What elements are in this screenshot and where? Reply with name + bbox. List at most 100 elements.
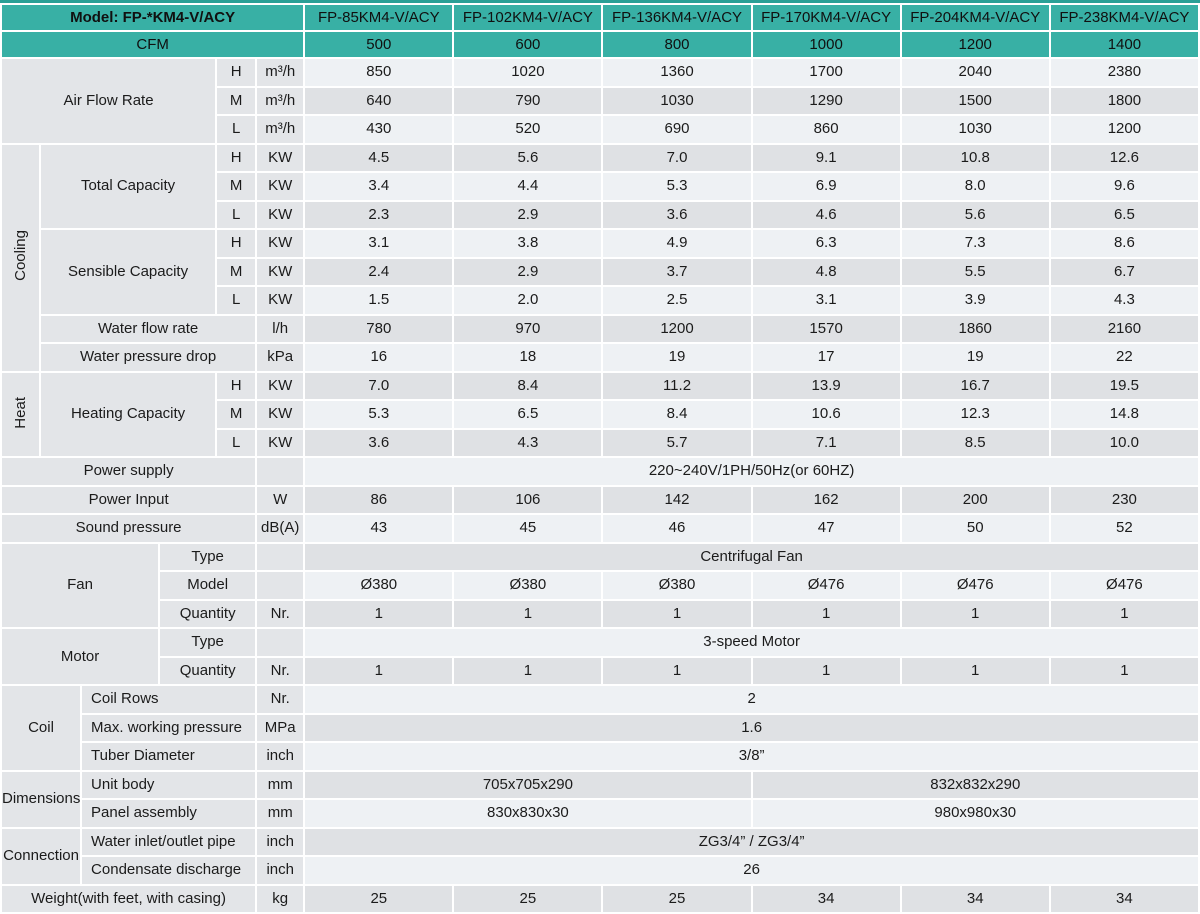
- value-cell: 34: [1050, 885, 1198, 912]
- unit-label-empty: [257, 543, 304, 570]
- value-cell: 790: [454, 87, 602, 114]
- value-cell: 2.4: [305, 258, 453, 285]
- value-cell: 3.7: [603, 258, 751, 285]
- value-cell: 10.0: [1050, 429, 1198, 456]
- row-label: Water pressure drop: [41, 344, 256, 371]
- value-cell: 5.6: [454, 144, 602, 171]
- value-cell: 5.3: [305, 401, 453, 428]
- table-row: Fan Type Centrifugal Fan: [2, 543, 1198, 627]
- cfm-value: 1400: [1050, 32, 1198, 57]
- value-cell: 6.7: [1050, 258, 1198, 285]
- value-cell: 19.5: [1050, 372, 1198, 399]
- row-label: KW: [257, 258, 304, 285]
- row-label: Power supply: [2, 458, 256, 485]
- value-cell: 47: [752, 515, 900, 542]
- value-cell: 2380: [1050, 59, 1198, 86]
- row-label: Connection: [2, 828, 81, 884]
- table-row: L KW 3.6 4.3 5.7 7.1 8.5 10.0: [2, 429, 1198, 456]
- section-label-cell: Cooling: [2, 144, 40, 371]
- value-cell: 1360: [603, 59, 751, 86]
- value-cell: 830x830x30: [305, 800, 751, 827]
- row-label: L: [217, 287, 256, 314]
- value-cell: 1800: [1050, 87, 1198, 114]
- value-cell: 3/8”: [305, 743, 1198, 770]
- table-row: Power Input W 86 106 142 162 200 230: [2, 486, 1198, 513]
- row-sub-label: Coil Rows: [82, 686, 256, 713]
- row-label: inch: [257, 743, 304, 770]
- value-cell: 690: [603, 116, 751, 143]
- value-cell: 520: [454, 116, 602, 143]
- value-cell: 86: [305, 486, 453, 513]
- unit-label-empty: [257, 629, 304, 656]
- value-cell: 9.6: [1050, 173, 1198, 200]
- value-cell: 52: [1050, 515, 1198, 542]
- row-label: Quantity: [160, 600, 256, 627]
- value-cell: 6.9: [752, 173, 900, 200]
- cfm-label: CFM: [2, 32, 304, 57]
- value-cell: 106: [454, 486, 602, 513]
- value-cell: 780: [305, 315, 453, 342]
- row-label: Air Flow Rate: [2, 59, 216, 143]
- row-label: H: [217, 372, 256, 399]
- row-label: Fan: [2, 543, 159, 627]
- row-label: Water flow rate: [41, 315, 256, 342]
- value-cell: 7.0: [305, 372, 453, 399]
- value-cell: 980x980x30: [752, 800, 1198, 827]
- value-cell: 19: [901, 344, 1049, 371]
- cfm-value: 600: [454, 32, 602, 57]
- row-label: M: [217, 173, 256, 200]
- value-cell: 1860: [901, 315, 1049, 342]
- value-cell: 1: [305, 657, 453, 684]
- row-sub-label: Unit body: [82, 771, 256, 798]
- row-label: Weight(with feet, with casing): [2, 885, 256, 912]
- row-label: Sound pressure: [2, 515, 256, 542]
- row-label: kg: [257, 885, 304, 912]
- value-cell: 16.7: [901, 372, 1049, 399]
- row-label: inch: [257, 857, 304, 884]
- value-cell: 1: [752, 600, 900, 627]
- column-header: FP-204KM4-V/ACY: [901, 5, 1049, 30]
- row-label: Power Input: [2, 486, 256, 513]
- value-cell: 19: [603, 344, 751, 371]
- value-cell: 10.6: [752, 401, 900, 428]
- table-row: Condensate discharge inch 26: [2, 857, 1198, 884]
- row-label: L: [217, 201, 256, 228]
- row-label: Nr.: [257, 686, 304, 713]
- value-cell: 1290: [752, 87, 900, 114]
- row-label: H: [217, 230, 256, 257]
- table-row: Motor Type 3-speed Motor: [2, 629, 1198, 684]
- value-cell: 34: [752, 885, 900, 912]
- row-label: Nr.: [257, 657, 304, 684]
- value-cell: 4.6: [752, 201, 900, 228]
- row-label: KW: [257, 230, 304, 257]
- model-header: Model: FP-*KM4-V/ACY: [2, 5, 304, 30]
- value-cell: 5.7: [603, 429, 751, 456]
- row-label: inch: [257, 828, 304, 855]
- value-cell: 2040: [901, 59, 1049, 86]
- row-label: M: [217, 87, 256, 114]
- value-cell: 1030: [901, 116, 1049, 143]
- value-cell: 970: [454, 315, 602, 342]
- value-cell: 8.4: [603, 401, 751, 428]
- row-label: M: [217, 258, 256, 285]
- value-cell: 1: [603, 600, 751, 627]
- value-cell: 2.0: [454, 287, 602, 314]
- row-label: Nr.: [257, 600, 304, 627]
- value-cell: 13.9: [752, 372, 900, 399]
- value-cell: 14.8: [1050, 401, 1198, 428]
- table-row: Weight(with feet, with casing) kg 25 25 25 34…: [2, 885, 1198, 912]
- row-label: Coil: [2, 686, 81, 770]
- row-label: M: [217, 401, 256, 428]
- row-sub-label: Panel assembly: [82, 800, 256, 827]
- value-cell: 3.4: [305, 173, 453, 200]
- value-cell: 6.5: [454, 401, 602, 428]
- value-cell: 22: [1050, 344, 1198, 371]
- row-label: MPa: [257, 714, 304, 741]
- value-cell: 7.0: [603, 144, 751, 171]
- spec-table: Model: FP-*KM4-V/ACY FP-85KM4-V/ACY FP-1…: [0, 3, 1200, 914]
- value-cell: 34: [901, 885, 1049, 912]
- row-label: H: [217, 59, 256, 86]
- column-header: FP-85KM4-V/ACY: [305, 5, 453, 30]
- cfm-header-row: CFM 500 600 800 1000 1200 1400: [2, 32, 1198, 57]
